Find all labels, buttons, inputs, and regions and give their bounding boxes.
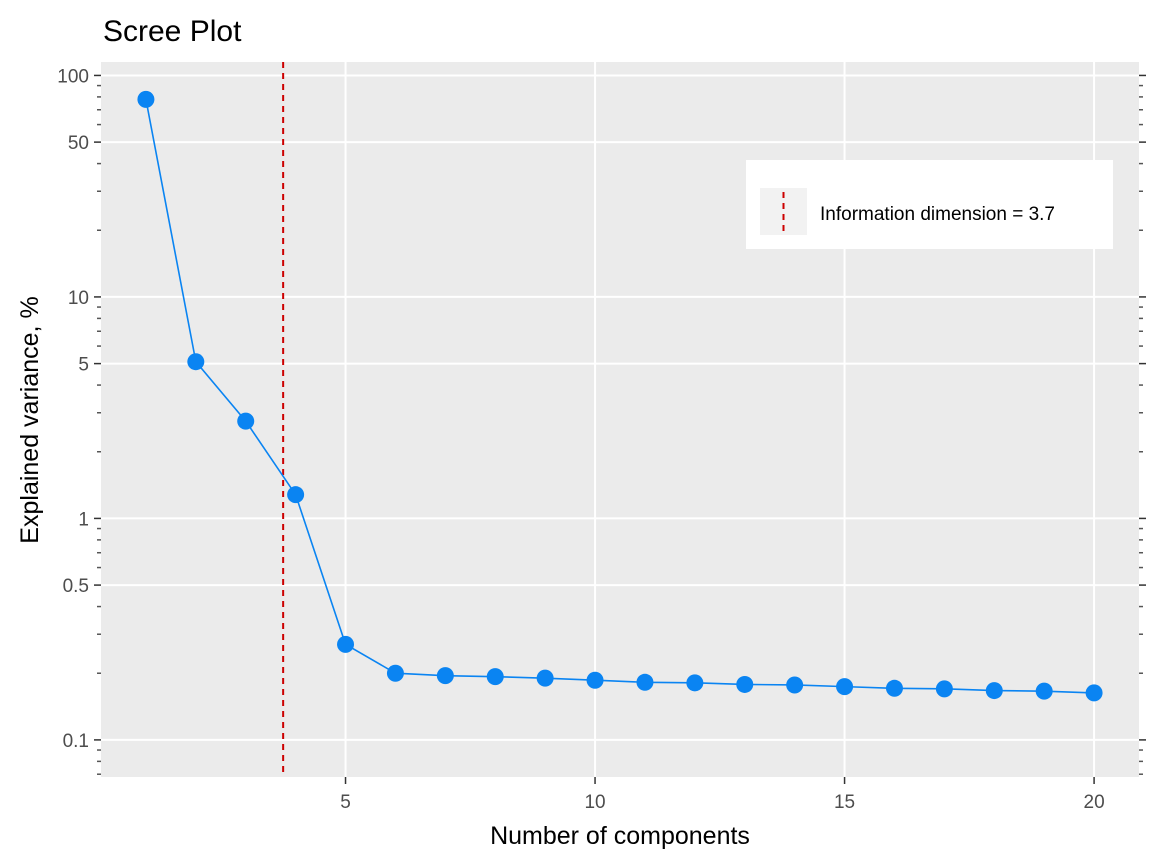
y-tick-label: 100 — [57, 66, 89, 87]
y-tick-label: 0.1 — [63, 731, 89, 752]
grid-lines — [101, 62, 1139, 777]
data-point — [1085, 684, 1103, 702]
y-tick-label: 50 — [68, 133, 89, 154]
minor-ticks — [97, 84, 1143, 775]
data-point — [287, 486, 305, 504]
x-tick-label: 20 — [1084, 792, 1105, 813]
y-axis: 0.1 0.5 1 5 10 50 100 — [57, 66, 1146, 752]
data-point — [686, 674, 704, 692]
y-tick-label: 0.5 — [63, 576, 89, 597]
x-tick-label: 15 — [834, 792, 855, 813]
data-point — [636, 673, 654, 691]
y-tick-label: 1 — [78, 509, 89, 530]
legend-label: Information dimension = 3.7 — [820, 204, 1055, 225]
data-point — [536, 669, 554, 687]
chart-title: Scree Plot — [103, 15, 242, 48]
legend: Information dimension = 3.7 — [746, 160, 1113, 249]
data-point — [885, 679, 903, 697]
x-tick-label: 10 — [584, 792, 605, 813]
data-point — [386, 664, 404, 682]
y-axis-title: Explained variance, % — [16, 296, 44, 543]
data-points — [137, 90, 1103, 702]
data-point — [137, 90, 155, 108]
data-point — [586, 671, 604, 689]
data-point — [436, 667, 454, 685]
data-point — [337, 635, 355, 653]
y-tick-label: 10 — [68, 288, 89, 309]
data-point — [1035, 682, 1053, 700]
data-point — [237, 412, 255, 430]
data-point — [486, 668, 504, 686]
data-point — [836, 678, 854, 696]
x-axis-title: Number of components — [490, 822, 750, 850]
data-point — [736, 675, 754, 693]
data-point — [935, 680, 953, 698]
data-point — [786, 676, 804, 694]
x-axis: 5 10 15 20 — [340, 777, 1105, 813]
x-tick-label: 5 — [340, 792, 351, 813]
data-point — [985, 682, 1003, 700]
legend-box — [746, 160, 1113, 249]
data-point — [187, 353, 205, 371]
y-tick-label: 5 — [78, 355, 89, 376]
